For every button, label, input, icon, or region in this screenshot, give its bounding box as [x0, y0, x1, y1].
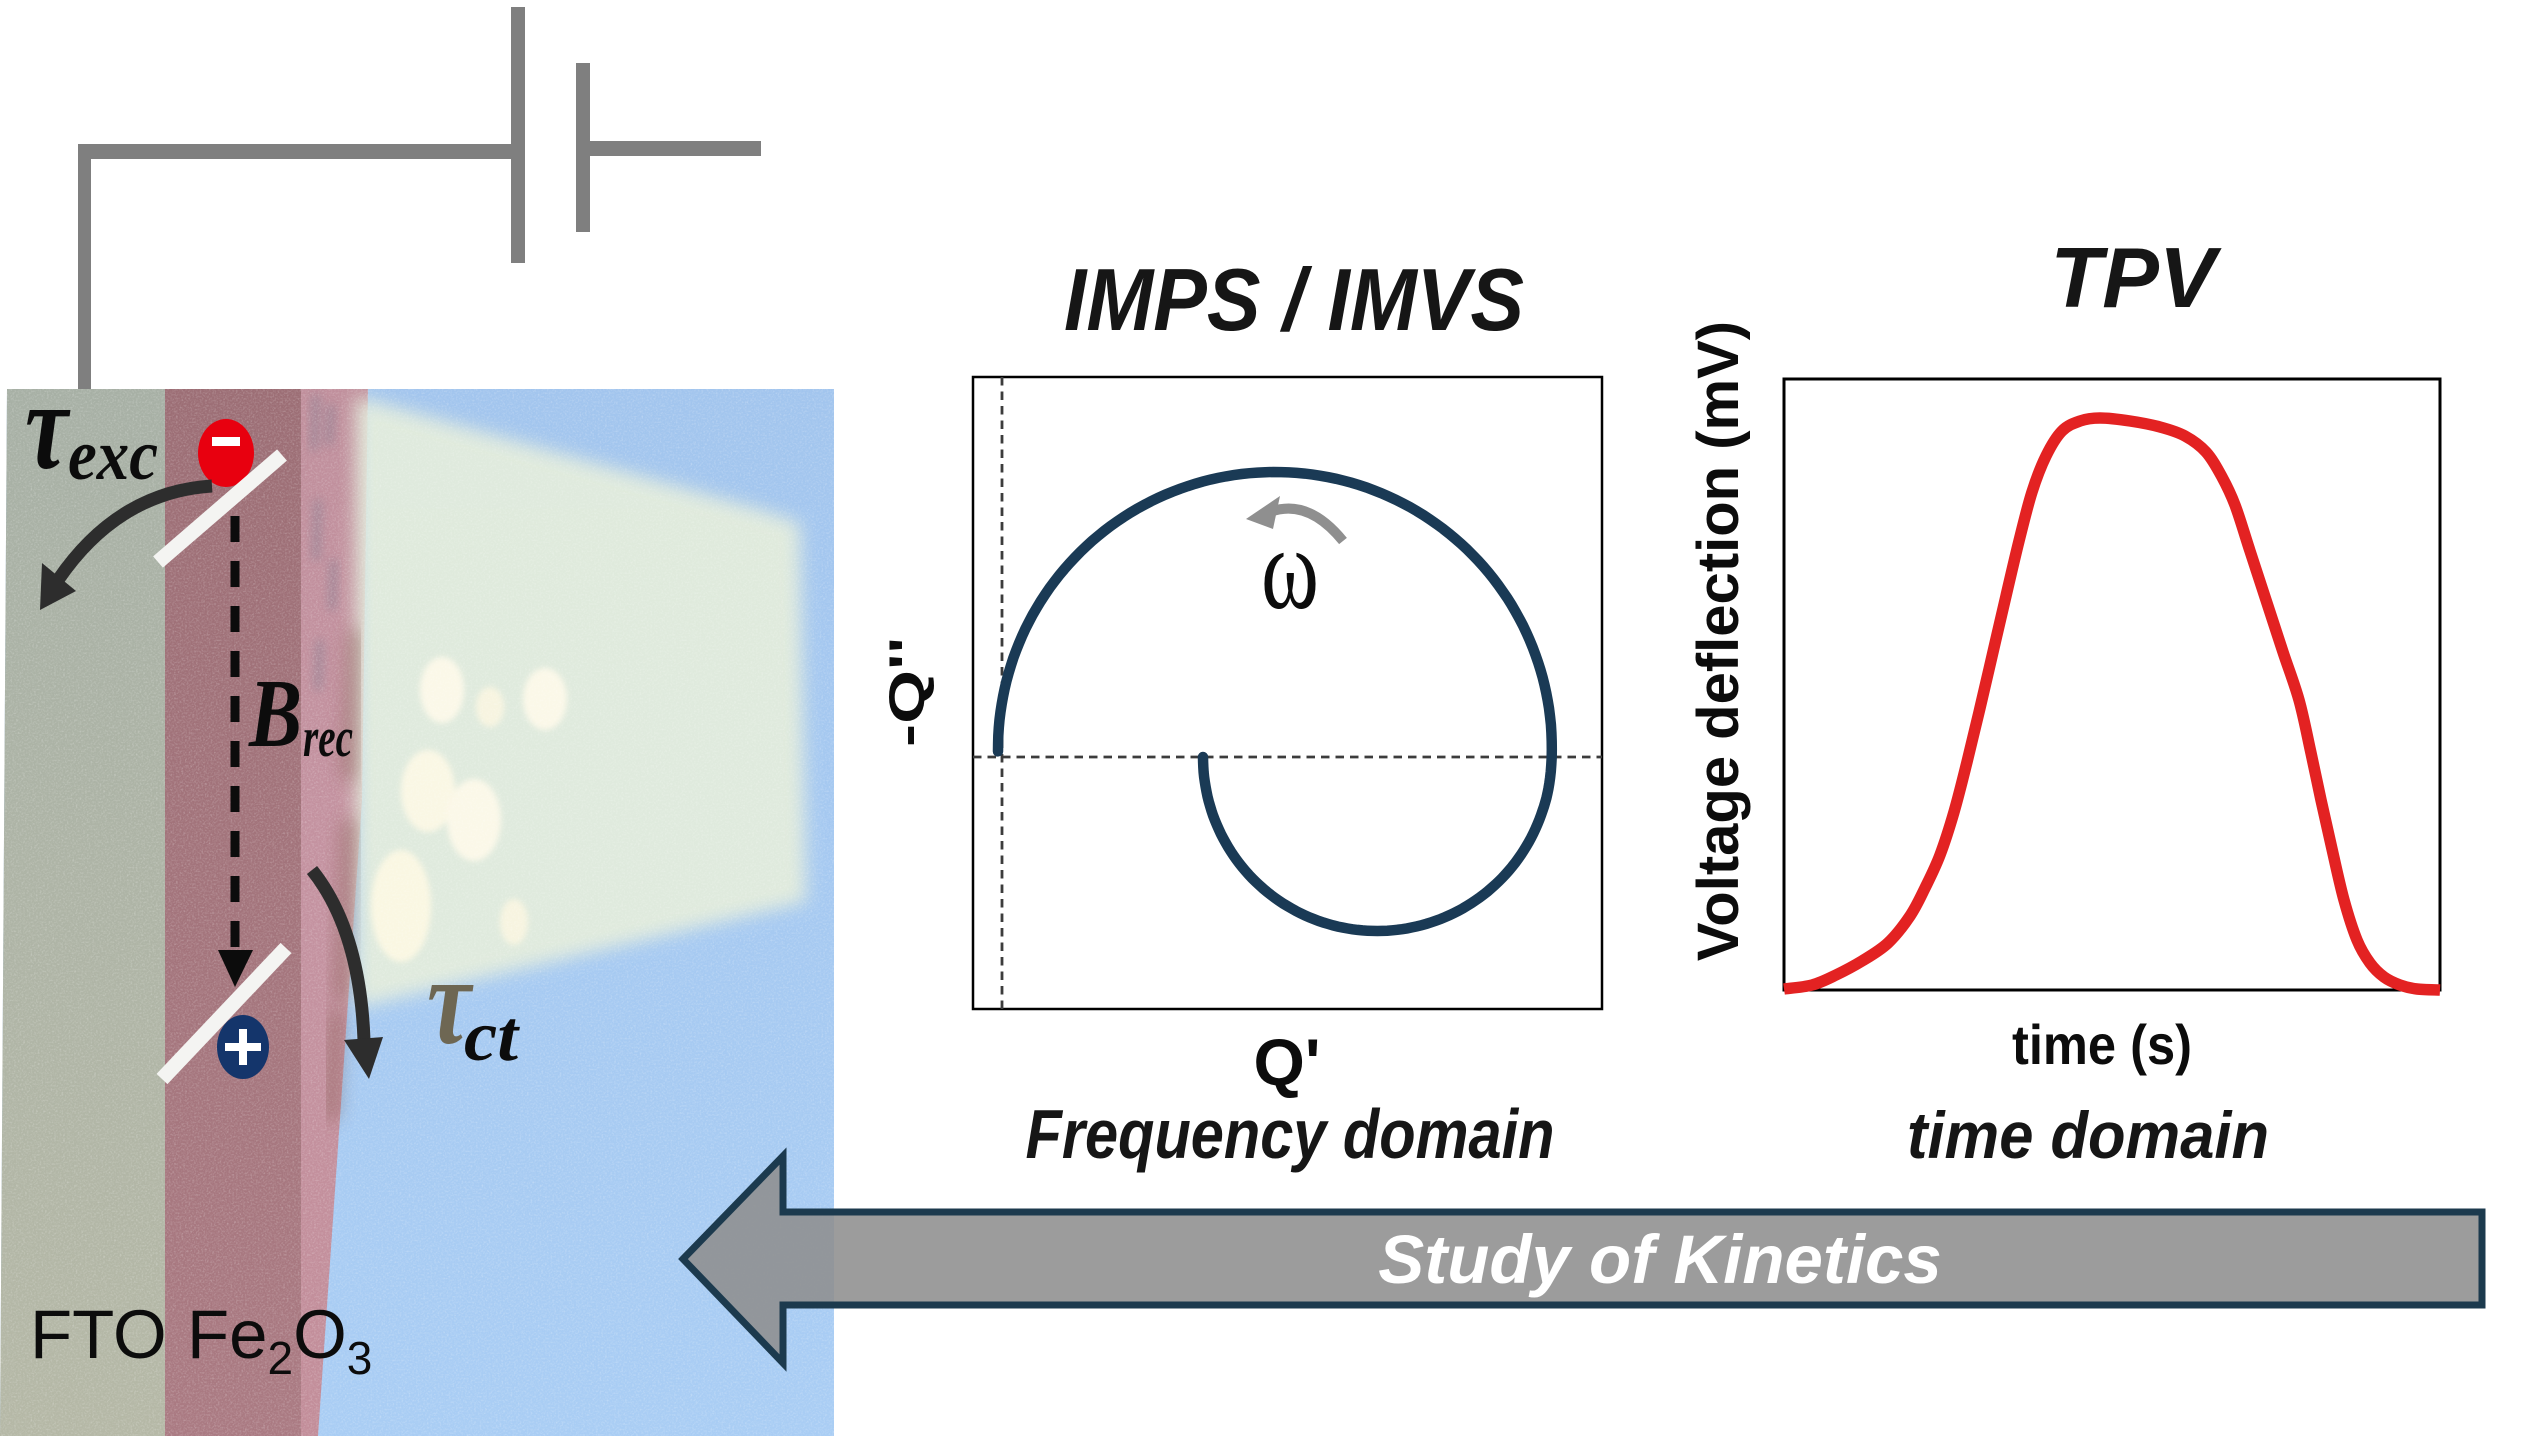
- svg-text:ω: ω: [1261, 503, 1319, 634]
- svg-text:FTO: FTO: [30, 1296, 167, 1373]
- svg-text:exc: exc: [68, 415, 158, 495]
- svg-text:Fe2O3: Fe2O3: [187, 1296, 372, 1384]
- svg-text:B: B: [248, 660, 302, 767]
- svg-text:ct: ct: [464, 996, 520, 1076]
- svg-text:Voltage deflection (mV): Voltage deflection (mV): [1686, 321, 1751, 961]
- svg-text:τ: τ: [25, 357, 71, 496]
- svg-text:Frequency domain: Frequency domain: [1026, 1095, 1555, 1173]
- svg-text:rec: rec: [303, 707, 353, 769]
- svg-text:-Q'': -Q'': [879, 637, 935, 747]
- svg-text:τ: τ: [427, 932, 474, 1071]
- svg-text:TPV: TPV: [2050, 231, 2222, 326]
- svg-text:IMPS / IMVS: IMPS / IMVS: [1064, 250, 1524, 349]
- svg-text:Study of Kinetics: Study of Kinetics: [1378, 1221, 1942, 1298]
- svg-text:time domain: time domain: [1907, 1098, 2269, 1172]
- svg-text:Q': Q': [1253, 1025, 1320, 1099]
- svg-text:time (s): time (s): [2012, 1013, 2192, 1076]
